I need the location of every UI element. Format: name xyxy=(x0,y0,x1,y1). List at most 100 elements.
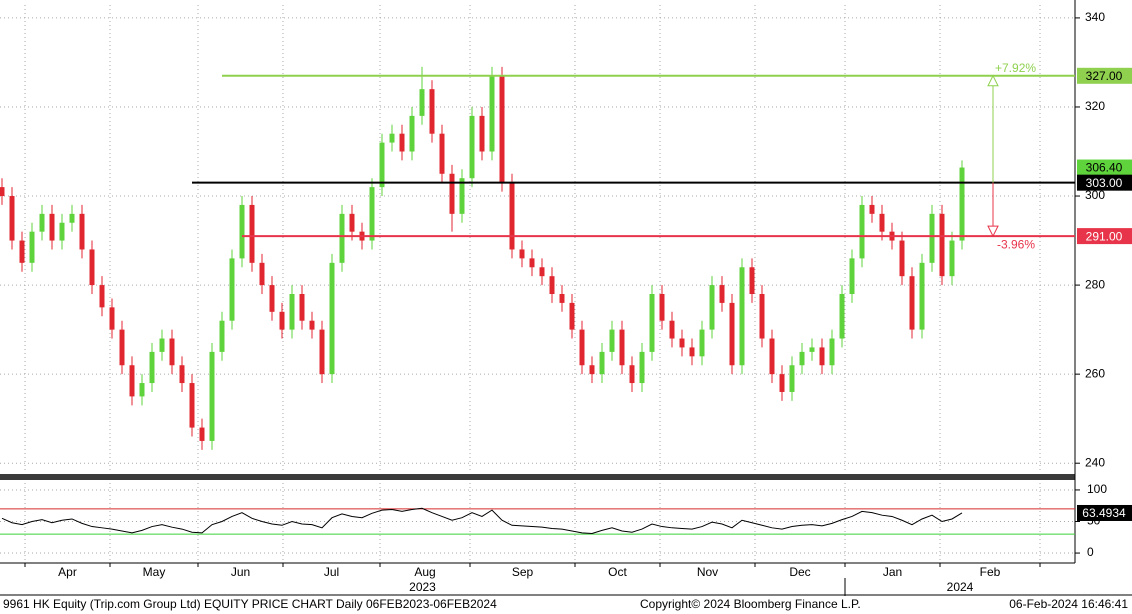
candle-body xyxy=(289,293,295,330)
candle-body xyxy=(139,383,145,397)
y-tick-label: 280 xyxy=(1085,277,1105,291)
candle-body xyxy=(659,293,665,321)
candle-body xyxy=(879,213,885,232)
candle-body xyxy=(779,374,785,392)
candle-body xyxy=(229,258,235,321)
x-tick-label: Feb xyxy=(980,565,1001,579)
candle-body xyxy=(309,320,315,330)
candle-body xyxy=(219,320,225,352)
candle-body xyxy=(829,338,835,366)
change-label: -3.96% xyxy=(997,237,1035,251)
rsi-box xyxy=(1077,504,1132,521)
y-tick-label: 240 xyxy=(1085,455,1105,469)
candle-body xyxy=(849,258,855,294)
candle-body xyxy=(559,293,565,303)
candle-body xyxy=(129,365,135,397)
candle-body xyxy=(679,338,685,348)
candle-body xyxy=(959,167,965,241)
candle-body xyxy=(279,311,285,330)
panel-divider xyxy=(0,474,1075,480)
candle-body xyxy=(769,338,775,375)
footer-copyright: Copyright© 2024 Bloomberg Finance L.P. xyxy=(640,597,861,611)
candle-body xyxy=(399,133,405,152)
candle-body xyxy=(269,285,275,312)
rsi-tick-label: 100 xyxy=(1087,482,1107,496)
candle-body xyxy=(369,187,375,241)
candle-body xyxy=(729,302,735,366)
last-price-box xyxy=(1077,159,1132,176)
candle-body xyxy=(509,182,515,250)
candle-body xyxy=(0,187,5,197)
y-tick-label: 300 xyxy=(1085,188,1105,202)
candle-body xyxy=(89,249,95,286)
candle-body xyxy=(539,267,545,277)
x-tick-label: Sep xyxy=(512,565,534,579)
candle-body xyxy=(689,347,695,357)
candle-body xyxy=(69,213,75,223)
x-tick-label: Oct xyxy=(608,565,627,579)
candle-body xyxy=(149,351,155,384)
arrow-head xyxy=(987,74,999,87)
last-price-label: 306.40 xyxy=(1086,161,1123,175)
candle-body xyxy=(249,204,255,263)
candle-body xyxy=(569,302,575,330)
candle-body xyxy=(529,258,535,268)
year-label: 2024 xyxy=(947,580,974,594)
candle-body xyxy=(939,213,945,277)
candle-body xyxy=(599,351,605,375)
candle-body xyxy=(709,285,715,330)
candle-body xyxy=(819,347,825,366)
candle-body xyxy=(299,293,305,321)
x-tick-label: Dec xyxy=(789,565,810,579)
candle-body xyxy=(329,262,335,375)
candle-body xyxy=(199,427,205,441)
x-tick-label: Jul xyxy=(324,565,339,579)
candle-body xyxy=(919,262,925,330)
candle-body xyxy=(589,365,595,375)
level-label: 291.00 xyxy=(1086,229,1123,243)
candle-body xyxy=(319,329,325,375)
candle-body xyxy=(9,196,15,241)
level-box xyxy=(1077,67,1132,84)
candle-body xyxy=(639,351,645,384)
candle-body xyxy=(179,365,185,384)
candle-body xyxy=(549,276,555,294)
candle-body xyxy=(609,329,615,352)
x-tick-label: Nov xyxy=(697,565,718,579)
candle-body xyxy=(159,338,165,352)
x-tick-label: Aug xyxy=(414,565,435,579)
candle-body xyxy=(419,89,425,116)
candle-body xyxy=(99,285,105,308)
candle-body xyxy=(479,115,485,152)
arrow-head xyxy=(987,225,999,238)
candle-body xyxy=(169,338,175,366)
x-tick-label: Jan xyxy=(883,565,902,579)
candle-body xyxy=(669,320,675,339)
candle-body xyxy=(39,213,45,232)
candle-body xyxy=(719,285,725,303)
candle-body xyxy=(469,115,475,179)
year-label: 2023 xyxy=(409,580,436,594)
candle-body xyxy=(19,240,25,263)
y-tick-label: 320 xyxy=(1085,99,1105,113)
candle-body xyxy=(619,329,625,366)
candle-body xyxy=(29,231,35,263)
candle-body xyxy=(629,365,635,384)
level-label: 327.00 xyxy=(1086,69,1123,83)
candle-body xyxy=(189,383,195,428)
candle-body xyxy=(809,347,815,352)
candle-body xyxy=(789,365,795,392)
y-tick-label: 260 xyxy=(1085,366,1105,380)
candle-body xyxy=(519,249,525,259)
candle-body xyxy=(489,75,495,152)
candle-body xyxy=(749,267,755,294)
candle-body xyxy=(799,351,805,366)
candle-body xyxy=(439,133,445,174)
rsi-label: 63.4934 xyxy=(1082,506,1126,520)
candle-body xyxy=(929,213,935,263)
candle-body xyxy=(109,307,115,330)
x-tick-label: May xyxy=(143,565,166,579)
candle-body xyxy=(429,89,435,134)
level-box xyxy=(1077,228,1132,245)
